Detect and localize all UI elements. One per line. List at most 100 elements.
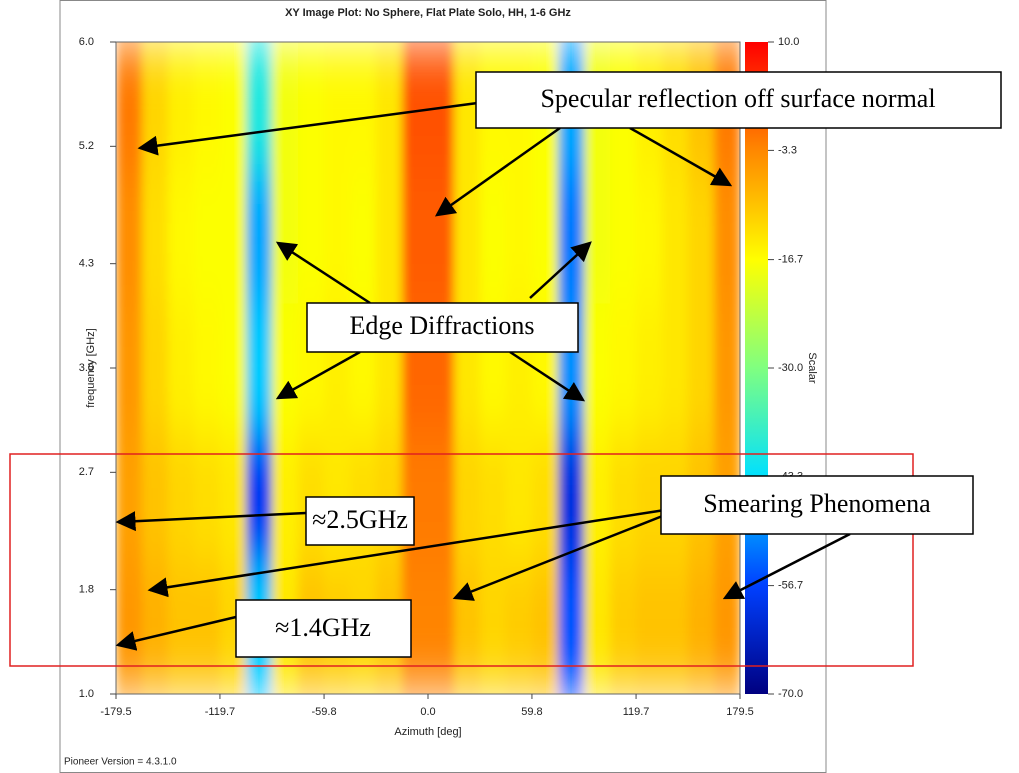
heatmap-cell — [375, 42, 403, 173]
arrow — [722, 532, 851, 600]
heatmap-cell — [297, 42, 325, 173]
colorbar-tick-label: -16.7 — [778, 254, 803, 266]
arrow — [137, 98, 501, 156]
colorbar-tick-label: -30.0 — [778, 362, 803, 374]
heatmap-cell — [714, 563, 740, 694]
heatmap-cell — [141, 172, 169, 304]
annotation: ≈2.5GHz — [312, 505, 408, 534]
heatmap-cell — [402, 172, 429, 304]
arrow — [275, 241, 371, 305]
arrow — [452, 513, 666, 601]
chart-title: XY Image Plot: No Sphere, Flat Plate Sol… — [285, 7, 571, 19]
heatmap-cell — [506, 172, 533, 304]
heatmap-cell — [584, 302, 611, 434]
colorbar-tick-label: 10.0 — [778, 36, 799, 48]
heatmap-cell — [141, 433, 169, 565]
annotation-box — [305, 496, 415, 546]
y-axis-label: frequency [GHz] — [85, 328, 97, 407]
heatmap-cell — [453, 563, 481, 694]
arrow — [275, 350, 361, 400]
x-tick-label: -179.5 — [100, 706, 131, 718]
arrow — [147, 508, 666, 598]
y-tick-label: 6.0 — [79, 36, 94, 48]
arrow — [115, 511, 307, 532]
heatmap-cell — [453, 433, 481, 565]
heatmap-cell — [193, 42, 221, 173]
heatmap-cell — [193, 563, 221, 694]
annotation-box — [475, 71, 1002, 129]
annotation: Edge Diffractions — [349, 311, 534, 340]
heatmap-cell — [402, 42, 429, 173]
colorbar — [745, 42, 768, 694]
heatmap-cell — [584, 563, 611, 694]
colorbar-tick-label: -3.3 — [778, 144, 797, 156]
colorbar-tick-label: -56.7 — [778, 580, 803, 592]
heatmap-cell — [610, 172, 637, 304]
y-tick-label: 5.2 — [79, 140, 94, 152]
heatmap-cell — [245, 172, 273, 304]
heatmap-cell — [610, 433, 637, 565]
y-tick-label: 4.3 — [79, 258, 94, 270]
highlight-box — [9, 453, 914, 667]
heatmap-cell — [506, 433, 533, 565]
heatmap-cell — [297, 172, 325, 304]
colorbar-label: Scalar — [806, 352, 818, 384]
heatmap-cell — [584, 172, 611, 304]
annotation: Smearing Phenomena — [703, 489, 931, 518]
x-tick-label: -59.8 — [312, 706, 337, 718]
heatmap-cell — [167, 433, 195, 565]
annotation-box — [235, 599, 412, 658]
heatmap-cell — [219, 42, 247, 173]
heatmap-cell — [245, 433, 273, 565]
heatmap-cell — [506, 563, 533, 694]
x-tick-label: -119.7 — [205, 706, 235, 718]
heatmap-cell — [271, 42, 299, 173]
heatmap-cell — [688, 302, 715, 434]
annotations: Specular reflection off surface normal E… — [9, 71, 1002, 667]
heatmap-cell — [245, 42, 273, 173]
heatmap-cell — [116, 563, 143, 694]
y-tick-label: 1.8 — [79, 584, 94, 596]
heatmap-cell — [219, 172, 247, 304]
heatmap-cell — [116, 42, 143, 173]
heatmap-cell — [167, 302, 195, 434]
x-tick-label: 119.7 — [623, 706, 650, 718]
heatmap-cell — [116, 172, 143, 304]
heatmap-cell — [453, 172, 481, 304]
heatmap-cell — [428, 563, 455, 694]
footer: Pioneer Version = 4.3.1.0 — [64, 757, 177, 768]
heatmap-cell — [141, 563, 169, 694]
heatmap-cell — [532, 433, 559, 565]
y-tick-label: 1.0 — [79, 688, 94, 700]
annotation-box — [306, 302, 579, 353]
heatmap-cell — [688, 172, 715, 304]
heatmap-cell — [271, 433, 299, 565]
heatmap-cell — [375, 172, 403, 304]
heatmap-cell — [193, 302, 221, 434]
heatmap-cell — [610, 302, 637, 434]
x-tick-label: 0.0 — [420, 706, 435, 718]
heatmap-cell — [636, 433, 663, 565]
heatmap-cell — [558, 563, 585, 694]
annotation: ≈1.4GHz — [275, 613, 371, 642]
heatmap-cell — [558, 172, 585, 304]
x-axis-label: Azimuth [deg] — [394, 726, 461, 738]
heatmap-cell — [480, 172, 507, 304]
heatmap-cell — [610, 563, 637, 694]
y-tick-label: 2.7 — [79, 466, 94, 478]
heatmap-cell — [349, 42, 377, 173]
x-tick-label: 59.8 — [521, 706, 542, 718]
heatmap-cell — [714, 172, 740, 304]
heatmap-cell — [271, 302, 299, 434]
heatmap-cell — [662, 563, 689, 694]
heatmap-cell — [636, 302, 663, 434]
heatmap-cell — [167, 172, 195, 304]
arrow — [629, 126, 733, 187]
heatmap-cell — [532, 172, 559, 304]
heatmap-cell — [116, 433, 143, 565]
heatmap-cell — [219, 433, 247, 565]
heatmap-cell — [219, 302, 247, 434]
heatmap-cell — [714, 302, 740, 434]
colorbar-tick-label: -70.0 — [778, 688, 803, 700]
